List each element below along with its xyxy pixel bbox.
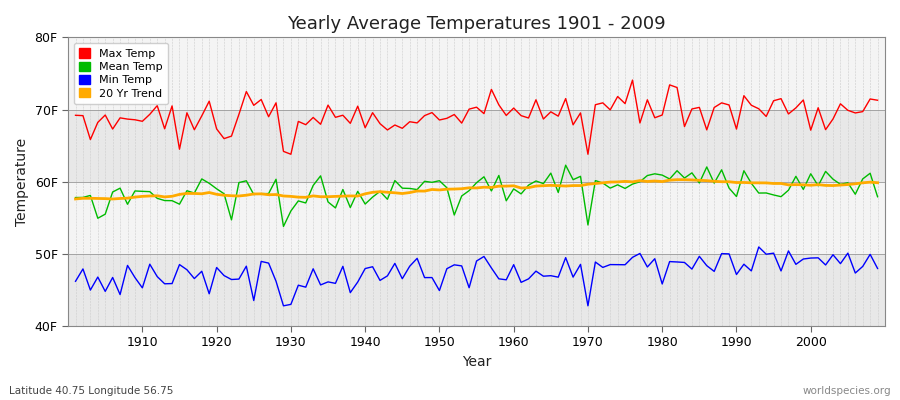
Mean Temp	[130, 188, 140, 193]
Legend: Max Temp, Mean Temp, Min Temp, 20 Yr Trend: Max Temp, Mean Temp, Min Temp, 20 Yr Tre…	[74, 43, 168, 104]
Mean Temp	[345, 205, 356, 210]
Bar	[68, 254, 885, 326]
Max Temp	[605, 108, 616, 112]
Max Temp	[516, 113, 526, 118]
Min Temp	[516, 280, 526, 285]
Min Temp	[301, 285, 311, 290]
20 Yr Trend	[872, 180, 883, 185]
Min Temp	[753, 244, 764, 249]
Mean Temp	[278, 224, 289, 229]
20 Yr Trend	[516, 186, 526, 190]
Bar	[68, 110, 885, 182]
Mean Temp	[561, 163, 572, 168]
Mean Temp	[301, 200, 311, 205]
Mean Temp	[612, 182, 623, 187]
Max Temp	[627, 78, 638, 82]
20 Yr Trend	[137, 194, 148, 199]
Max Temp	[70, 113, 81, 118]
Mean Temp	[508, 186, 519, 191]
Mean Temp	[70, 195, 81, 200]
Y-axis label: Temperature: Temperature	[15, 138, 29, 226]
20 Yr Trend	[107, 196, 118, 201]
Min Temp	[508, 262, 519, 267]
20 Yr Trend	[345, 194, 356, 198]
Max Temp	[872, 98, 883, 103]
Max Temp	[301, 122, 311, 127]
20 Yr Trend	[605, 180, 616, 184]
Title: Yearly Average Temperatures 1901 - 2009: Yearly Average Temperatures 1901 - 2009	[287, 15, 666, 33]
Line: Mean Temp: Mean Temp	[76, 165, 878, 226]
Max Temp	[285, 152, 296, 157]
Min Temp	[278, 304, 289, 308]
Text: Latitude 40.75 Longitude 56.75: Latitude 40.75 Longitude 56.75	[9, 386, 174, 396]
Min Temp	[872, 266, 883, 271]
20 Yr Trend	[70, 196, 81, 201]
Mean Temp	[516, 192, 526, 196]
Bar	[68, 182, 885, 254]
Text: worldspecies.org: worldspecies.org	[803, 386, 891, 396]
Min Temp	[605, 262, 616, 267]
20 Yr Trend	[671, 177, 682, 182]
Max Temp	[345, 121, 356, 126]
20 Yr Trend	[508, 184, 519, 188]
Min Temp	[345, 290, 356, 295]
Line: Min Temp: Min Temp	[76, 247, 878, 306]
Min Temp	[130, 275, 140, 280]
X-axis label: Year: Year	[462, 355, 491, 369]
Max Temp	[508, 106, 519, 110]
Max Temp	[130, 117, 140, 122]
Min Temp	[70, 279, 81, 284]
Line: Max Temp: Max Temp	[76, 80, 878, 154]
Mean Temp	[872, 194, 883, 199]
Line: 20 Yr Trend: 20 Yr Trend	[76, 180, 878, 199]
20 Yr Trend	[301, 195, 311, 200]
Bar	[68, 37, 885, 110]
